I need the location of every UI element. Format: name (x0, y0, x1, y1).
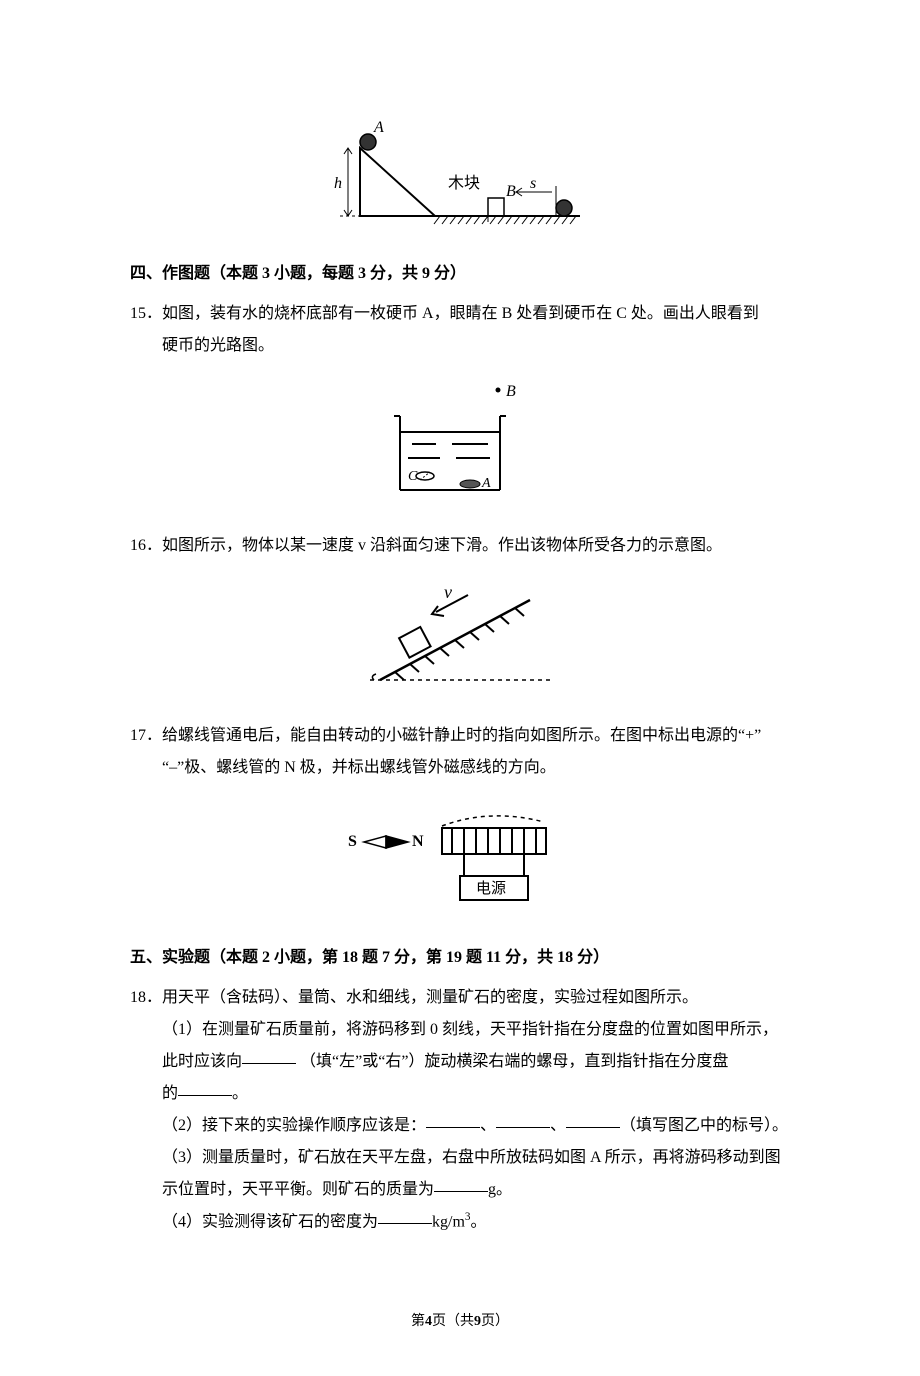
blank-order3 (566, 1112, 620, 1128)
q15-text2: 硬币的光路图。 (162, 337, 274, 354)
q17-figure: S N 电源 (130, 802, 790, 924)
footer-prefix: 第 (411, 1314, 425, 1329)
q16-figure: v (130, 580, 790, 702)
q18-p1b-paren: （填“左”或“右”）旋动横梁右端的螺母，直到指针指在分度盘 (300, 1053, 728, 1070)
svg-text:A: A (481, 476, 491, 491)
q18-p4-suffix: 。 (471, 1213, 487, 1230)
incline-block-figure: A h 木块 B s (130, 118, 790, 240)
blank-left-right (242, 1048, 296, 1064)
q15-figure: B A C (130, 380, 790, 512)
q18-p1a: （1）在测量矿石质量前，将游码移到 0 刻线，天平指针指在分度盘的位置如图甲所示… (130, 1014, 790, 1046)
q18-p1c-suffix: 。 (232, 1085, 248, 1102)
q18-p3b-prefix: 示位置时，天平平衡。则矿石的质量为 (162, 1181, 434, 1198)
blank-center (178, 1080, 232, 1096)
footer-suffix: 页） (481, 1314, 509, 1329)
svg-text:电源: 电源 (476, 880, 506, 897)
q15-text1: 如图，装有水的烧杯底部有一枚硬币 A，眼睛在 B 处看到硬币在 C 处。画出人眼… (162, 305, 759, 322)
section5-heading: 五、实验题（本题 2 小题，第 18 题 7 分，第 19 题 11 分，共 1… (130, 942, 790, 974)
svg-text:木块: 木块 (448, 174, 480, 192)
section4-heading: 四、作图题（本题 3 小题，每题 3 分，共 9 分） (130, 258, 790, 290)
q17-text1: 给螺线管通电后，能自由转动的小磁针静止时的指向如图所示。在图中标出电源的“+” (162, 727, 761, 744)
q18-intro: 用天平（含砝码）、量筒、水和细线，测量矿石的密度，实验过程如图所示。 (162, 989, 698, 1006)
question-16: 16．如图所示，物体以某一速度 v 沿斜面匀速下滑。作出该物体所受各力的示意图。 (130, 530, 790, 702)
footer-total: 9 (474, 1314, 481, 1329)
footer-mid: 页（共 (432, 1314, 474, 1329)
svg-text:s: s (530, 175, 536, 192)
svg-text:C: C (408, 469, 418, 484)
q18-p2-sep1: 、 (480, 1117, 496, 1134)
page-footer: 第4页（共9页） (130, 1308, 790, 1336)
q16-text: 如图所示，物体以某一速度 v 沿斜面匀速下滑。作出该物体所受各力的示意图。 (162, 537, 722, 554)
svg-text:B: B (506, 383, 516, 400)
q17-text2: “–”极、螺线管的 N 极，并标出螺线管外磁感线的方向。 (162, 759, 556, 776)
question-15: 15．如图，装有水的烧杯底部有一枚硬币 A，眼睛在 B 处看到硬币在 C 处。画… (130, 298, 790, 512)
q16-number: 16． (130, 537, 162, 554)
footer-pagenum: 4 (425, 1314, 432, 1329)
q18-p4-unit: kg/m (432, 1213, 465, 1230)
q18-p3a: （3）测量质量时，矿石放在天平左盘，右盘中所放砝码如图 A 所示，再将游码移动到… (130, 1142, 790, 1174)
blank-order1 (426, 1112, 480, 1128)
question-17: 17．给螺线管通电后，能自由转动的小磁针静止时的指向如图所示。在图中标出电源的“… (130, 720, 790, 924)
q18-p3b-suffix: g。 (488, 1181, 512, 1198)
q18-p2-sep2: 、 (550, 1117, 566, 1134)
q18-p2-suffix: （填写图乙中的标号）。 (620, 1117, 788, 1134)
svg-text:h: h (334, 175, 342, 192)
blank-order2 (496, 1112, 550, 1128)
question-18: 18．用天平（含砝码）、量筒、水和细线，测量矿石的密度，实验过程如图所示。 （1… (130, 982, 790, 1238)
svg-text:v: v (444, 582, 452, 602)
q18-p1c-prefix: 的 (162, 1085, 178, 1102)
q18-p2-prefix: （2）接下来的实验操作顺序应该是： (162, 1117, 426, 1134)
q15-number: 15． (130, 305, 162, 322)
blank-mass (434, 1176, 488, 1192)
q18-p1b-prefix: 此时应该向 (162, 1053, 242, 1070)
svg-text:S: S (348, 833, 357, 850)
svg-text:B: B (506, 183, 516, 200)
svg-text:A: A (373, 119, 384, 136)
q18-p4-prefix: （4）实验测得该矿石的密度为 (162, 1213, 378, 1230)
q18-number: 18． (130, 989, 162, 1006)
svg-text:N: N (412, 833, 424, 850)
blank-density (378, 1208, 432, 1224)
q17-number: 17． (130, 727, 162, 744)
